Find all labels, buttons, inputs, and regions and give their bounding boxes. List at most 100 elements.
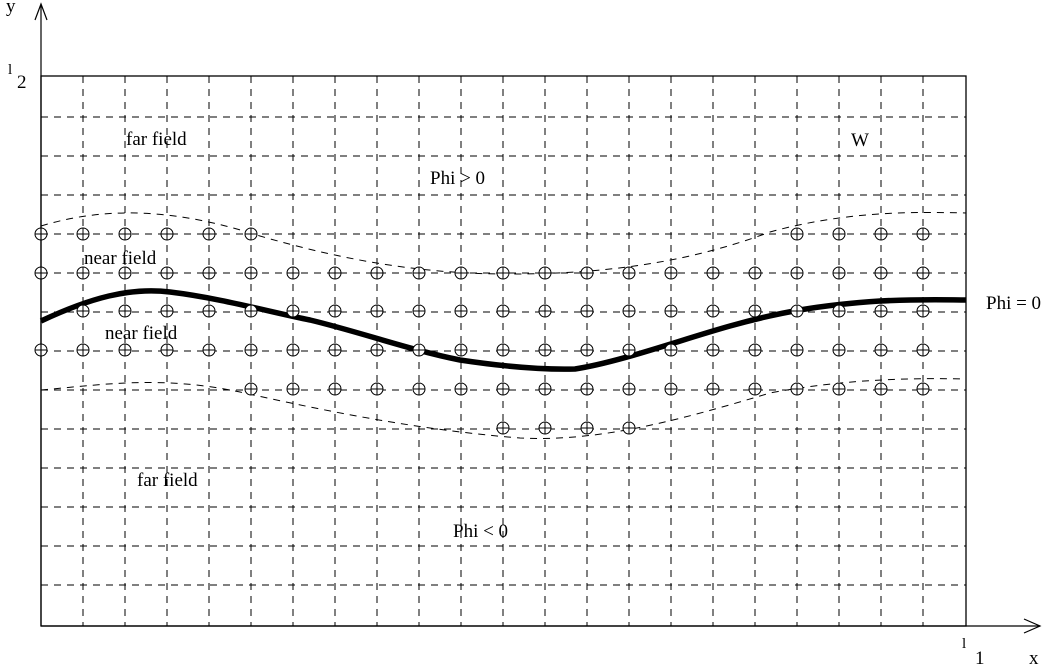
grid-node-icon xyxy=(790,304,804,318)
grid-node-icon xyxy=(664,266,678,280)
grid-node-icon xyxy=(706,343,720,357)
domain-label: W xyxy=(851,130,869,151)
grid-node-icon xyxy=(496,343,510,357)
negative-region-label: Phi < 0 xyxy=(453,521,508,542)
grid-node-icon xyxy=(244,227,258,241)
grid-node-icon xyxy=(244,304,258,318)
positive-region-label: Phi > 0 xyxy=(430,168,485,189)
grid-node-icon xyxy=(76,227,90,241)
grid-node-icon xyxy=(118,304,132,318)
grid-node-icon xyxy=(118,266,132,280)
grid-node-icon xyxy=(160,266,174,280)
grid-node-icon xyxy=(580,266,594,280)
grid-node-icon xyxy=(706,304,720,318)
grid-node-icon xyxy=(76,266,90,280)
grid-node-icon xyxy=(496,382,510,396)
y-extent-label-sub: 2 xyxy=(17,72,27,93)
near-field-middle-label: near field xyxy=(105,323,178,344)
grid-node-icon xyxy=(832,382,846,396)
grid-node-icon xyxy=(748,343,762,357)
grid-node-icon xyxy=(622,382,636,396)
grid-node-icon xyxy=(496,266,510,280)
x-extent-label-base: l xyxy=(962,636,966,652)
grid-node-icon xyxy=(664,382,678,396)
grid-node-icon xyxy=(454,304,468,318)
grid-node-icon xyxy=(832,227,846,241)
near-field-nodes xyxy=(34,227,930,435)
grid-node-icon xyxy=(286,266,300,280)
grid-node-icon xyxy=(790,382,804,396)
grid-node-icon xyxy=(370,343,384,357)
grid-node-icon xyxy=(202,343,216,357)
far-field-bottom-label: far field xyxy=(137,470,198,491)
grid-node-icon xyxy=(874,343,888,357)
grid-node-icon xyxy=(286,304,300,318)
grid-node-icon xyxy=(916,227,930,241)
grid-node-icon xyxy=(622,266,636,280)
grid-node-icon xyxy=(160,343,174,357)
grid-node-icon xyxy=(748,382,762,396)
grid-node-icon xyxy=(916,343,930,357)
grid-node-icon xyxy=(244,266,258,280)
grid-node-icon xyxy=(622,343,636,357)
grid-node-icon xyxy=(370,382,384,396)
grid-node-icon xyxy=(244,382,258,396)
grid-node-icon xyxy=(664,343,678,357)
x-axis-label: x xyxy=(1029,648,1039,669)
grid-node-icon xyxy=(916,266,930,280)
grid-node-icon xyxy=(496,421,510,435)
grid-node-icon xyxy=(790,227,804,241)
grid-node-icon xyxy=(790,343,804,357)
grid-node-icon xyxy=(580,304,594,318)
grid-node-icon xyxy=(832,343,846,357)
grid-node-icon xyxy=(118,343,132,357)
grid-node-icon xyxy=(328,266,342,280)
grid-node-icon xyxy=(916,304,930,318)
grid-node-icon xyxy=(496,304,510,318)
grid-node-icon xyxy=(874,382,888,396)
near-band-lower-boundary xyxy=(40,378,967,439)
grid-node-icon xyxy=(160,227,174,241)
grid-node-icon xyxy=(286,382,300,396)
grid-node-icon xyxy=(76,343,90,357)
grid-node-icon xyxy=(538,382,552,396)
grid-node-icon xyxy=(832,304,846,318)
grid-node-icon xyxy=(664,304,678,318)
grid-node-icon xyxy=(328,343,342,357)
grid-node-icon xyxy=(454,266,468,280)
grid-node-icon xyxy=(244,343,258,357)
interface-label: Phi = 0 xyxy=(986,293,1041,314)
grid-node-icon xyxy=(706,266,720,280)
grid-node-icon xyxy=(454,382,468,396)
grid-node-icon xyxy=(412,304,426,318)
grid-node-icon xyxy=(580,343,594,357)
y-axis-arrowhead xyxy=(34,2,48,21)
grid-node-icon xyxy=(874,227,888,241)
grid-node-icon xyxy=(580,382,594,396)
grid-node-icon xyxy=(412,266,426,280)
near-field-top-label: near field xyxy=(84,248,157,269)
grid-node-icon xyxy=(202,304,216,318)
grid-node-icon xyxy=(76,304,90,318)
grid-node-icon xyxy=(706,382,720,396)
grid-node-icon xyxy=(538,343,552,357)
grid-node-icon xyxy=(748,266,762,280)
grid-node-icon xyxy=(916,382,930,396)
x-extent-label-sub: 1 xyxy=(975,648,985,669)
grid-node-icon xyxy=(874,304,888,318)
grid-node-icon xyxy=(328,382,342,396)
grid-node-icon xyxy=(580,421,594,435)
grid-node-icon xyxy=(748,304,762,318)
grid-node-icon xyxy=(538,304,552,318)
grid-node-icon xyxy=(454,343,468,357)
x-axis-arrowhead xyxy=(1023,618,1042,634)
grid-node-icon xyxy=(286,343,300,357)
grid-node-icon xyxy=(370,266,384,280)
grid-node-icon xyxy=(412,343,426,357)
grid-node-icon xyxy=(370,304,384,318)
y-extent-label-base: l xyxy=(8,62,12,78)
grid-node-icon xyxy=(202,266,216,280)
far-field-top-label: far field xyxy=(126,129,187,150)
